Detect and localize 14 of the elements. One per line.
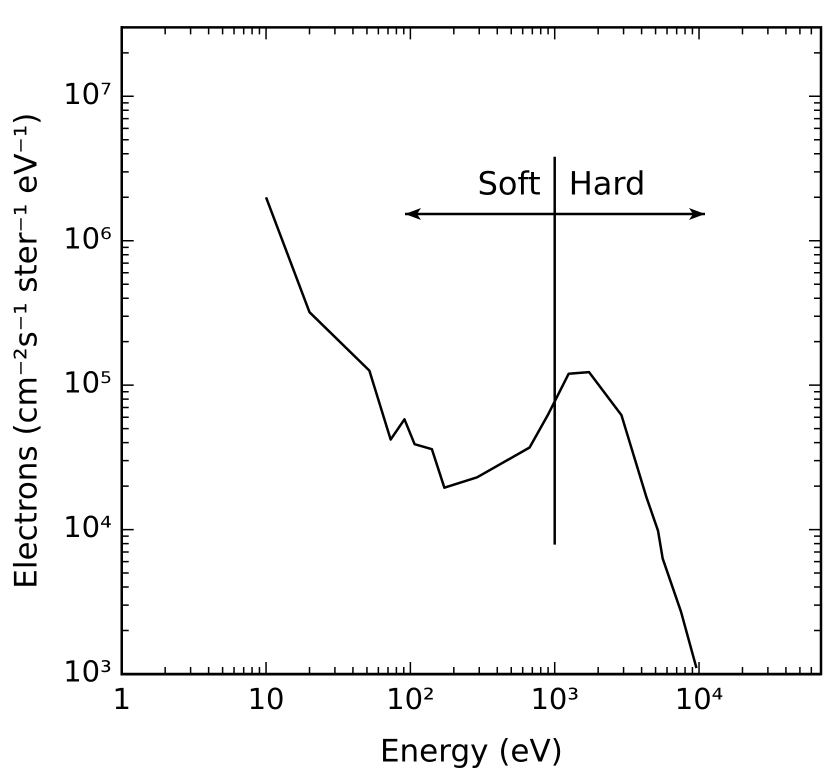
y-axis-title: Electrons (cm⁻²s⁻¹ ster⁻¹ eV⁻¹) (8, 112, 45, 589)
x-tick-label: 1 (112, 682, 131, 716)
y-tick-label: 10⁴ (63, 510, 112, 544)
x-tick-label: 10 (248, 682, 285, 716)
annotation: Hard (568, 164, 646, 202)
x-tick-label: 10² (386, 682, 435, 716)
x-tick-label: 10³ (530, 682, 579, 716)
annotation: Soft (478, 164, 541, 202)
y-tick-label: 10⁶ (63, 221, 112, 256)
y-tick-label: 10³ (63, 654, 112, 689)
x-tick-label: 10⁴ (674, 682, 724, 716)
y-tick-label: 10⁷ (63, 76, 112, 111)
x-axis-title: Energy (eV) (380, 733, 563, 770)
y-tick-label: 10⁵ (63, 366, 112, 400)
